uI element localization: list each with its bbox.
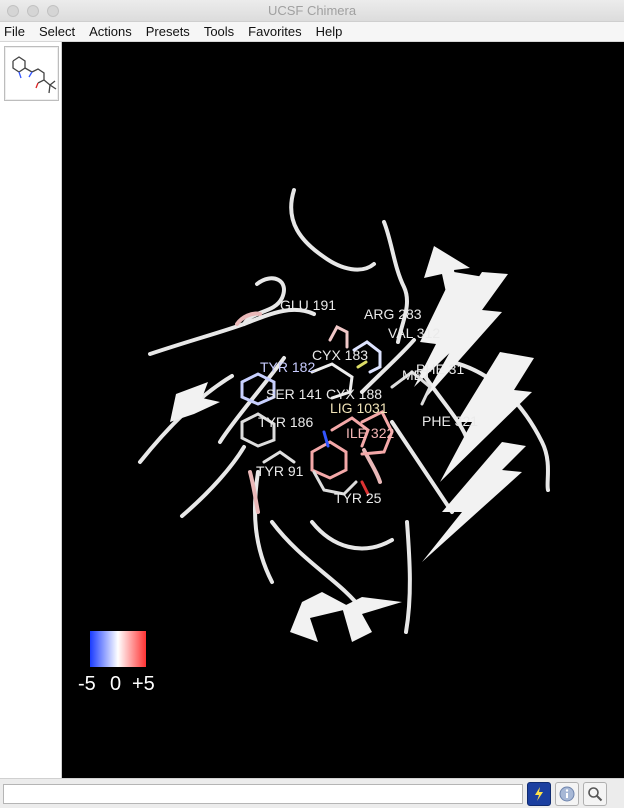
lightning-button[interactable] [527,782,551,806]
zoom-window-button[interactable] [47,5,59,17]
color-key-mid: 0 [110,673,121,695]
info-button[interactable] [555,782,579,806]
residue-label: ILE 322 [346,425,394,441]
info-icon [559,786,575,802]
close-window-button[interactable] [7,5,19,17]
menu-tools[interactable]: Tools [203,24,235,39]
command-line-input[interactable] [3,784,523,804]
residue-label: VAL 312 [388,325,440,341]
residue-label: CYX 188 [326,386,382,402]
residue-label: PHE 31 [416,361,464,377]
graphics-viewport[interactable]: GLU 191 ARG 283 VAL 312 CYX 183 TYR 182 … [62,42,624,778]
color-key-max: +5 [132,673,155,695]
menu-help[interactable]: Help [315,24,343,39]
residue-label-group: GLU 191 ARG 283 VAL 312 CYX 183 TYR 182 … [256,297,478,506]
magnifier-button[interactable] [583,782,607,806]
molecule-thumbnail-icon [12,56,57,94]
residue-label: TYR 91 [256,463,304,479]
menu-presets[interactable]: Presets [145,24,190,39]
minimize-window-button[interactable] [27,5,39,17]
color-key-bar [90,631,146,667]
residue-label: CYX 183 [312,347,368,363]
residue-label: TYR 182 [260,359,315,375]
beta-strand-arrows [170,246,534,642]
menu-actions[interactable]: Actions [89,24,132,39]
menu-favorites[interactable]: Favorites [248,24,302,39]
residue-label: TYR 186 [258,414,313,430]
window-title: UCSF Chimera [267,3,357,18]
residue-label: MET [402,367,432,383]
residue-label: ARG 283 [364,306,422,322]
model-panel [0,42,62,778]
menu-file[interactable]: File [4,24,25,39]
residue-label: LIG 1031 [330,400,388,416]
residue-label: SER 141 [266,386,322,402]
molecule-scene: GLU 191 ARG 283 VAL 312 CYX 183 TYR 182 … [78,188,550,695]
model-thumbnail[interactable] [4,46,59,101]
side-chain-sticks [240,325,432,496]
residue-label: PHE 321 [422,413,478,429]
menu-bar: File Select Actions Presets Tools Favori… [0,22,624,42]
residue-label: GLU 191 [280,297,336,313]
command-bar [0,778,624,808]
residue-label: TYR 25 [334,490,382,506]
menu-select[interactable]: Select [38,24,76,39]
lightning-icon [535,787,543,801]
window-titlebar: UCSF Chimera [0,0,624,22]
magnifier-icon [588,787,603,802]
color-key-min: -5 [78,673,96,695]
